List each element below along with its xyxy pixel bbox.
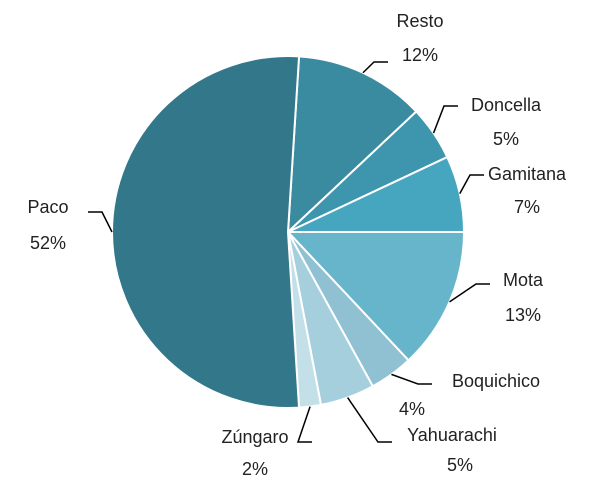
pie-slice: [111, 55, 301, 409]
slice-label: Mota: [503, 270, 544, 290]
leader-line: [391, 373, 432, 385]
leader-line: [459, 174, 484, 194]
slice-value: 7%: [514, 197, 540, 217]
slice-label: Doncella: [471, 95, 542, 115]
slice-value: 2%: [242, 459, 268, 479]
slice-label: Boquichico: [452, 371, 540, 391]
leader-line: [346, 397, 392, 443]
slice-value: 5%: [447, 455, 473, 475]
slice-value: 13%: [505, 305, 541, 325]
pie-slice: [285, 231, 466, 362]
leader-line: [432, 105, 458, 134]
slice-label: Zúngaro: [221, 427, 288, 447]
slice-label: Yahuarachi: [407, 425, 497, 445]
slice-value: 5%: [493, 129, 519, 149]
slice-value: 52%: [30, 233, 66, 253]
pie-slice: [286, 55, 418, 235]
slice-label: Paco: [27, 197, 68, 217]
slice-label: Gamitana: [488, 164, 567, 184]
slice-value: 12%: [402, 45, 438, 65]
leader-line: [362, 61, 388, 74]
slice-value: 4%: [399, 399, 425, 419]
leader-line: [296, 406, 312, 443]
leader-line: [88, 211, 113, 233]
slice-label: Resto: [396, 11, 443, 31]
leader-line: [449, 283, 490, 303]
